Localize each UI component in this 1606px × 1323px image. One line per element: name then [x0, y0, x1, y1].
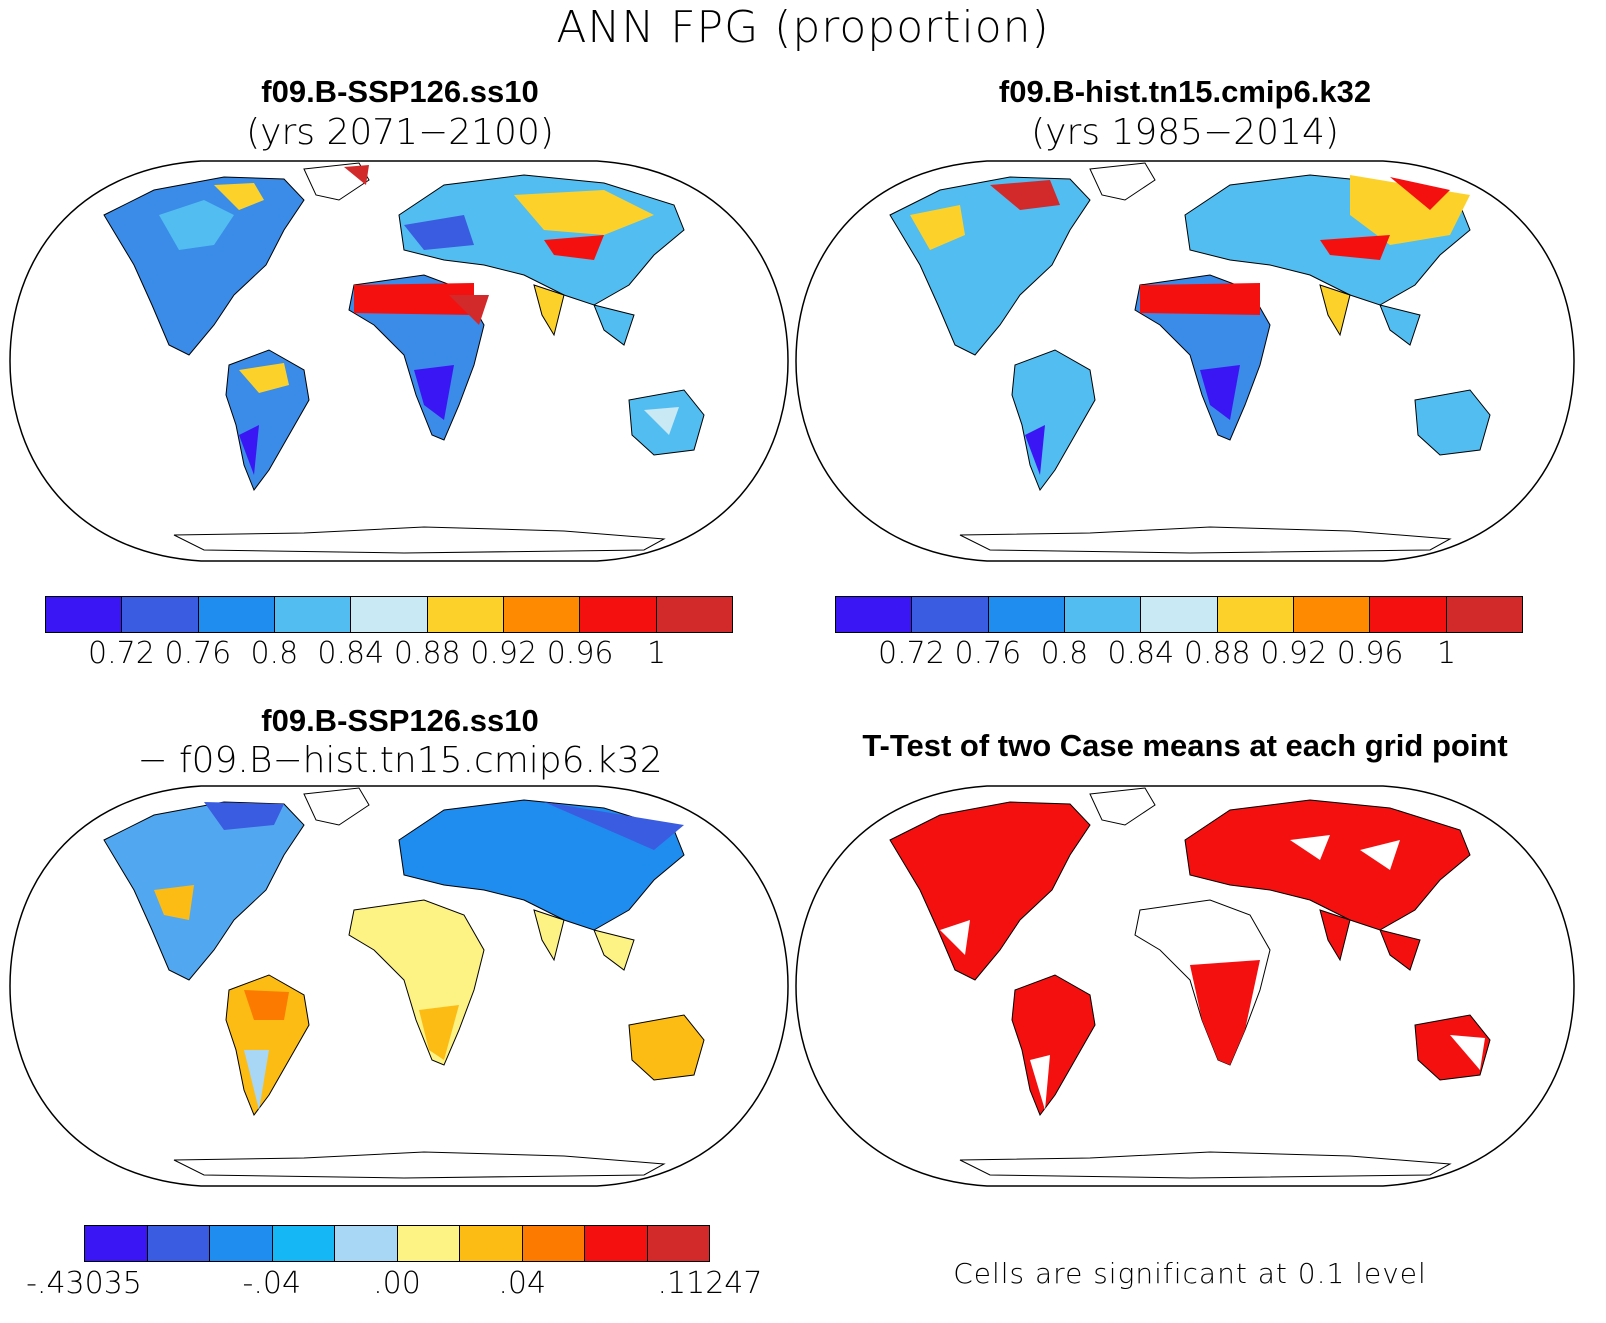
colorbar-swatch [647, 1226, 709, 1261]
colorbar-historical [835, 596, 1523, 633]
panel-title-bottom-right: T-Test of two Case means at each grid po… [862, 728, 1508, 763]
colorbar-swatch [522, 1226, 585, 1261]
colorbar-swatch [274, 597, 352, 632]
figure-title: ANN FPG (proportion) [556, 2, 1050, 53]
colorbar-swatch [460, 1226, 523, 1261]
colorbar-tick-label: 0.92 [1260, 636, 1328, 671]
map-future-fpg [9, 160, 789, 562]
colorbar-tick-label: 0.92 [470, 636, 538, 671]
antarctica [173, 526, 666, 554]
colorbar-swatch [1446, 597, 1522, 632]
colorbar-difference-labels: -.43035 -.04 .00 .04 .11247 [26, 1266, 762, 1306]
colorbar-swatch [1293, 597, 1371, 632]
colorbar-swatch [198, 597, 275, 632]
significance-note: Cells are significant at 0.1 level [953, 1257, 1427, 1290]
colorbar-future [45, 596, 733, 633]
colorbar-tick-label: 0.88 [393, 636, 461, 671]
colorbar-tick-label: 0.8 [1040, 636, 1089, 671]
colorbar-tick-label: -.43035 [26, 1266, 142, 1301]
colorbar-tick-label: 0.72 [88, 636, 155, 671]
colorbar-future-labels: 0.72 0.76 0.8 0.84 0.88 0.92 0.96 1 [45, 636, 733, 676]
colorbar-swatch [427, 597, 504, 632]
colorbar-swatch [122, 597, 199, 632]
panel-subtitle-bottom-left: − f09.B−hist.tn15.cmip6.k32 [137, 740, 663, 781]
colorbar-tick-label: 1 [1437, 636, 1457, 671]
colorbar-tick-label: 0.96 [546, 636, 614, 671]
panel-title-bottom-left: f09.B-SSP126.ss10 [261, 703, 539, 738]
colorbar-swatch [351, 597, 428, 632]
colorbar-swatch [580, 597, 657, 632]
colorbar-tick-label: .00 [373, 1266, 421, 1301]
colorbar-swatch [147, 1226, 210, 1261]
colorbar-tick-label: 0.76 [164, 636, 232, 671]
colorbar-swatch [85, 1226, 148, 1261]
colorbar-swatch [656, 597, 732, 632]
colorbar-swatch [1217, 597, 1294, 632]
colorbar-tick-label: -.04 [242, 1266, 302, 1301]
panel-title-top-left: f09.B-SSP126.ss10 [261, 74, 539, 109]
colorbar-tick-label: 0.84 [317, 636, 385, 671]
colorbar-tick-label: 0.84 [1107, 636, 1175, 671]
colorbar-tick-label: 0.96 [1336, 636, 1404, 671]
colorbar-swatch [836, 597, 913, 632]
panel-subtitle-top-right: (yrs 1985−2014) [1031, 112, 1339, 153]
colorbar-swatch [1064, 597, 1142, 632]
colorbar-swatch [1370, 597, 1447, 632]
colorbar-tick-label: .11247 [657, 1266, 763, 1301]
colorbar-swatch [1141, 597, 1218, 632]
colorbar-difference [84, 1225, 710, 1262]
colorbar-swatch [503, 597, 581, 632]
colorbar-tick-label: 0.8 [250, 636, 299, 671]
colorbar-tick-label: 0.88 [1183, 636, 1251, 671]
colorbar-swatch [272, 1226, 335, 1261]
north-america [103, 176, 305, 356]
colorbar-tick-label: 1 [647, 636, 667, 671]
panel-title-top-right: f09.B-hist.tn15.cmip6.k32 [998, 74, 1372, 109]
colorbar-tick-label: 0.72 [878, 636, 945, 671]
map-difference-fpg [9, 785, 789, 1187]
panel-subtitle-top-left: (yrs 2071−2100) [246, 112, 554, 153]
colorbar-historical-labels: 0.72 0.76 0.8 0.84 0.88 0.92 0.96 1 [835, 636, 1523, 676]
colorbar-swatch [585, 1226, 648, 1261]
colorbar-swatch [912, 597, 989, 632]
colorbar-swatch [46, 597, 123, 632]
map-ttest-significance [795, 785, 1575, 1187]
colorbar-tick-label: .04 [498, 1266, 547, 1301]
colorbar-swatch [210, 1226, 273, 1261]
colorbar-swatch [988, 597, 1065, 632]
colorbar-swatch [335, 1226, 398, 1261]
colorbar-swatch [397, 1226, 460, 1261]
colorbar-tick-label: 0.76 [954, 636, 1022, 671]
map-historical-fpg [795, 160, 1575, 562]
